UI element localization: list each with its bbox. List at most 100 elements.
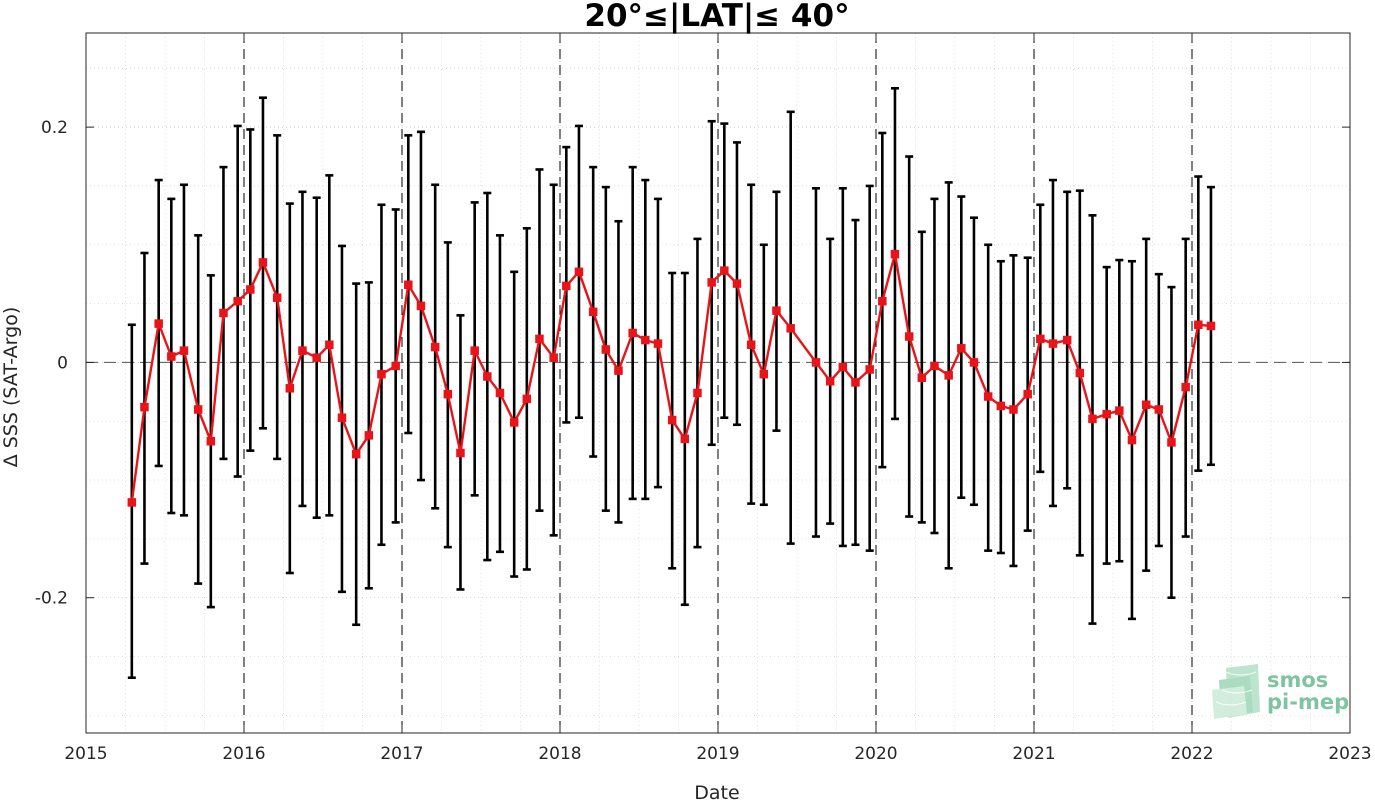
data-point	[917, 373, 927, 382]
data-point	[628, 328, 637, 338]
data-point	[206, 436, 216, 446]
logo-text-pi-mep: pi-mep	[1267, 690, 1349, 714]
data-point	[944, 371, 953, 380]
data-point	[219, 308, 228, 318]
data-point	[404, 280, 413, 290]
data-point	[1048, 339, 1058, 348]
data-point	[878, 296, 887, 306]
data-point	[772, 306, 781, 315]
data-point	[154, 319, 163, 328]
data-point	[391, 361, 400, 371]
data-point	[1088, 414, 1097, 424]
data-point	[653, 339, 663, 348]
x-tick-label: 2019	[696, 744, 739, 764]
data-point	[667, 415, 677, 425]
data-point	[1167, 438, 1176, 447]
x-tick-label: 2015	[64, 744, 107, 764]
data-point	[562, 281, 571, 291]
data-point	[890, 249, 900, 259]
x-tick-label: 2023	[1328, 744, 1371, 764]
data-point	[509, 418, 519, 427]
x-tick-label: 2016	[222, 744, 265, 764]
data-point	[272, 293, 282, 302]
data-point	[179, 346, 189, 355]
data-point	[364, 431, 374, 440]
data-point	[983, 392, 993, 401]
data-point	[1154, 405, 1164, 414]
data-point	[258, 258, 268, 267]
data-point	[430, 342, 440, 352]
data-point	[732, 279, 742, 288]
data-point	[957, 344, 966, 353]
data-point	[377, 369, 386, 379]
data-point	[549, 353, 558, 362]
data-point	[298, 346, 307, 355]
data-point	[1115, 406, 1124, 415]
data-point	[1141, 400, 1151, 410]
data-point	[759, 369, 769, 379]
data-point	[1036, 334, 1045, 344]
y-tick-label: 0.2	[41, 118, 68, 138]
data-point	[456, 448, 465, 458]
data-point	[325, 340, 334, 350]
data-point	[588, 307, 598, 317]
chart-title: 20°≤|LAT|≤ 40°	[584, 0, 849, 34]
data-point	[495, 388, 505, 398]
data-point	[851, 378, 860, 387]
data-point	[904, 332, 914, 341]
data-point	[1127, 435, 1137, 445]
data-point	[680, 434, 690, 444]
data-point	[601, 345, 611, 354]
logo-text-smos: smos	[1267, 668, 1328, 692]
data-point	[127, 498, 137, 507]
data-point	[1194, 320, 1203, 330]
data-point	[930, 361, 939, 371]
x-tick-label: 2020	[854, 744, 897, 764]
data-point	[641, 335, 650, 345]
data-point	[233, 296, 242, 306]
data-point	[337, 413, 347, 422]
x-tick-label: 2022	[1170, 744, 1213, 764]
data-point	[351, 449, 361, 459]
data-point	[140, 402, 149, 412]
data-point	[614, 366, 623, 375]
data-point	[693, 388, 702, 398]
data-point	[1009, 405, 1018, 414]
data-point	[865, 365, 874, 374]
data-point	[193, 405, 203, 414]
data-point	[416, 301, 426, 311]
x-tick-label: 2021	[1012, 744, 1055, 764]
series-markers	[127, 249, 1216, 507]
y-tick-label: -0.2	[35, 589, 68, 609]
smos-pi-mep-logo: smos pi-mep	[1212, 664, 1349, 719]
data-point	[312, 353, 321, 362]
data-point	[1206, 321, 1216, 331]
data-point	[1102, 409, 1111, 419]
x-axis-label: Date	[694, 782, 739, 801]
data-point	[1062, 335, 1072, 345]
data-point	[522, 394, 532, 404]
data-point	[811, 358, 821, 367]
data-point	[838, 362, 848, 372]
y-axis-label: Δ SSS (SAT-Argo)	[0, 307, 22, 467]
data-point	[1181, 382, 1190, 392]
y-tick-label: 0	[57, 353, 68, 373]
data-point	[969, 358, 979, 367]
data-point	[574, 267, 584, 277]
data-point	[1023, 389, 1032, 399]
data-point	[825, 376, 835, 386]
data-point	[996, 401, 1006, 411]
x-tick-label: 2017	[380, 744, 423, 764]
series-line	[130, 253, 1212, 503]
x-tick-labels: 2015 2016 2017 2018 2019 2020 2021 2022 2023	[64, 744, 1371, 764]
data-point	[1075, 368, 1085, 378]
data-point	[167, 352, 176, 361]
data-point	[470, 346, 479, 355]
x-tick-label: 2018	[538, 744, 581, 764]
axis-ticks	[85, 33, 1351, 733]
data-point	[746, 340, 756, 350]
data-point	[707, 278, 716, 287]
year-boundary-lines	[243, 33, 1193, 733]
data-point	[535, 334, 544, 344]
